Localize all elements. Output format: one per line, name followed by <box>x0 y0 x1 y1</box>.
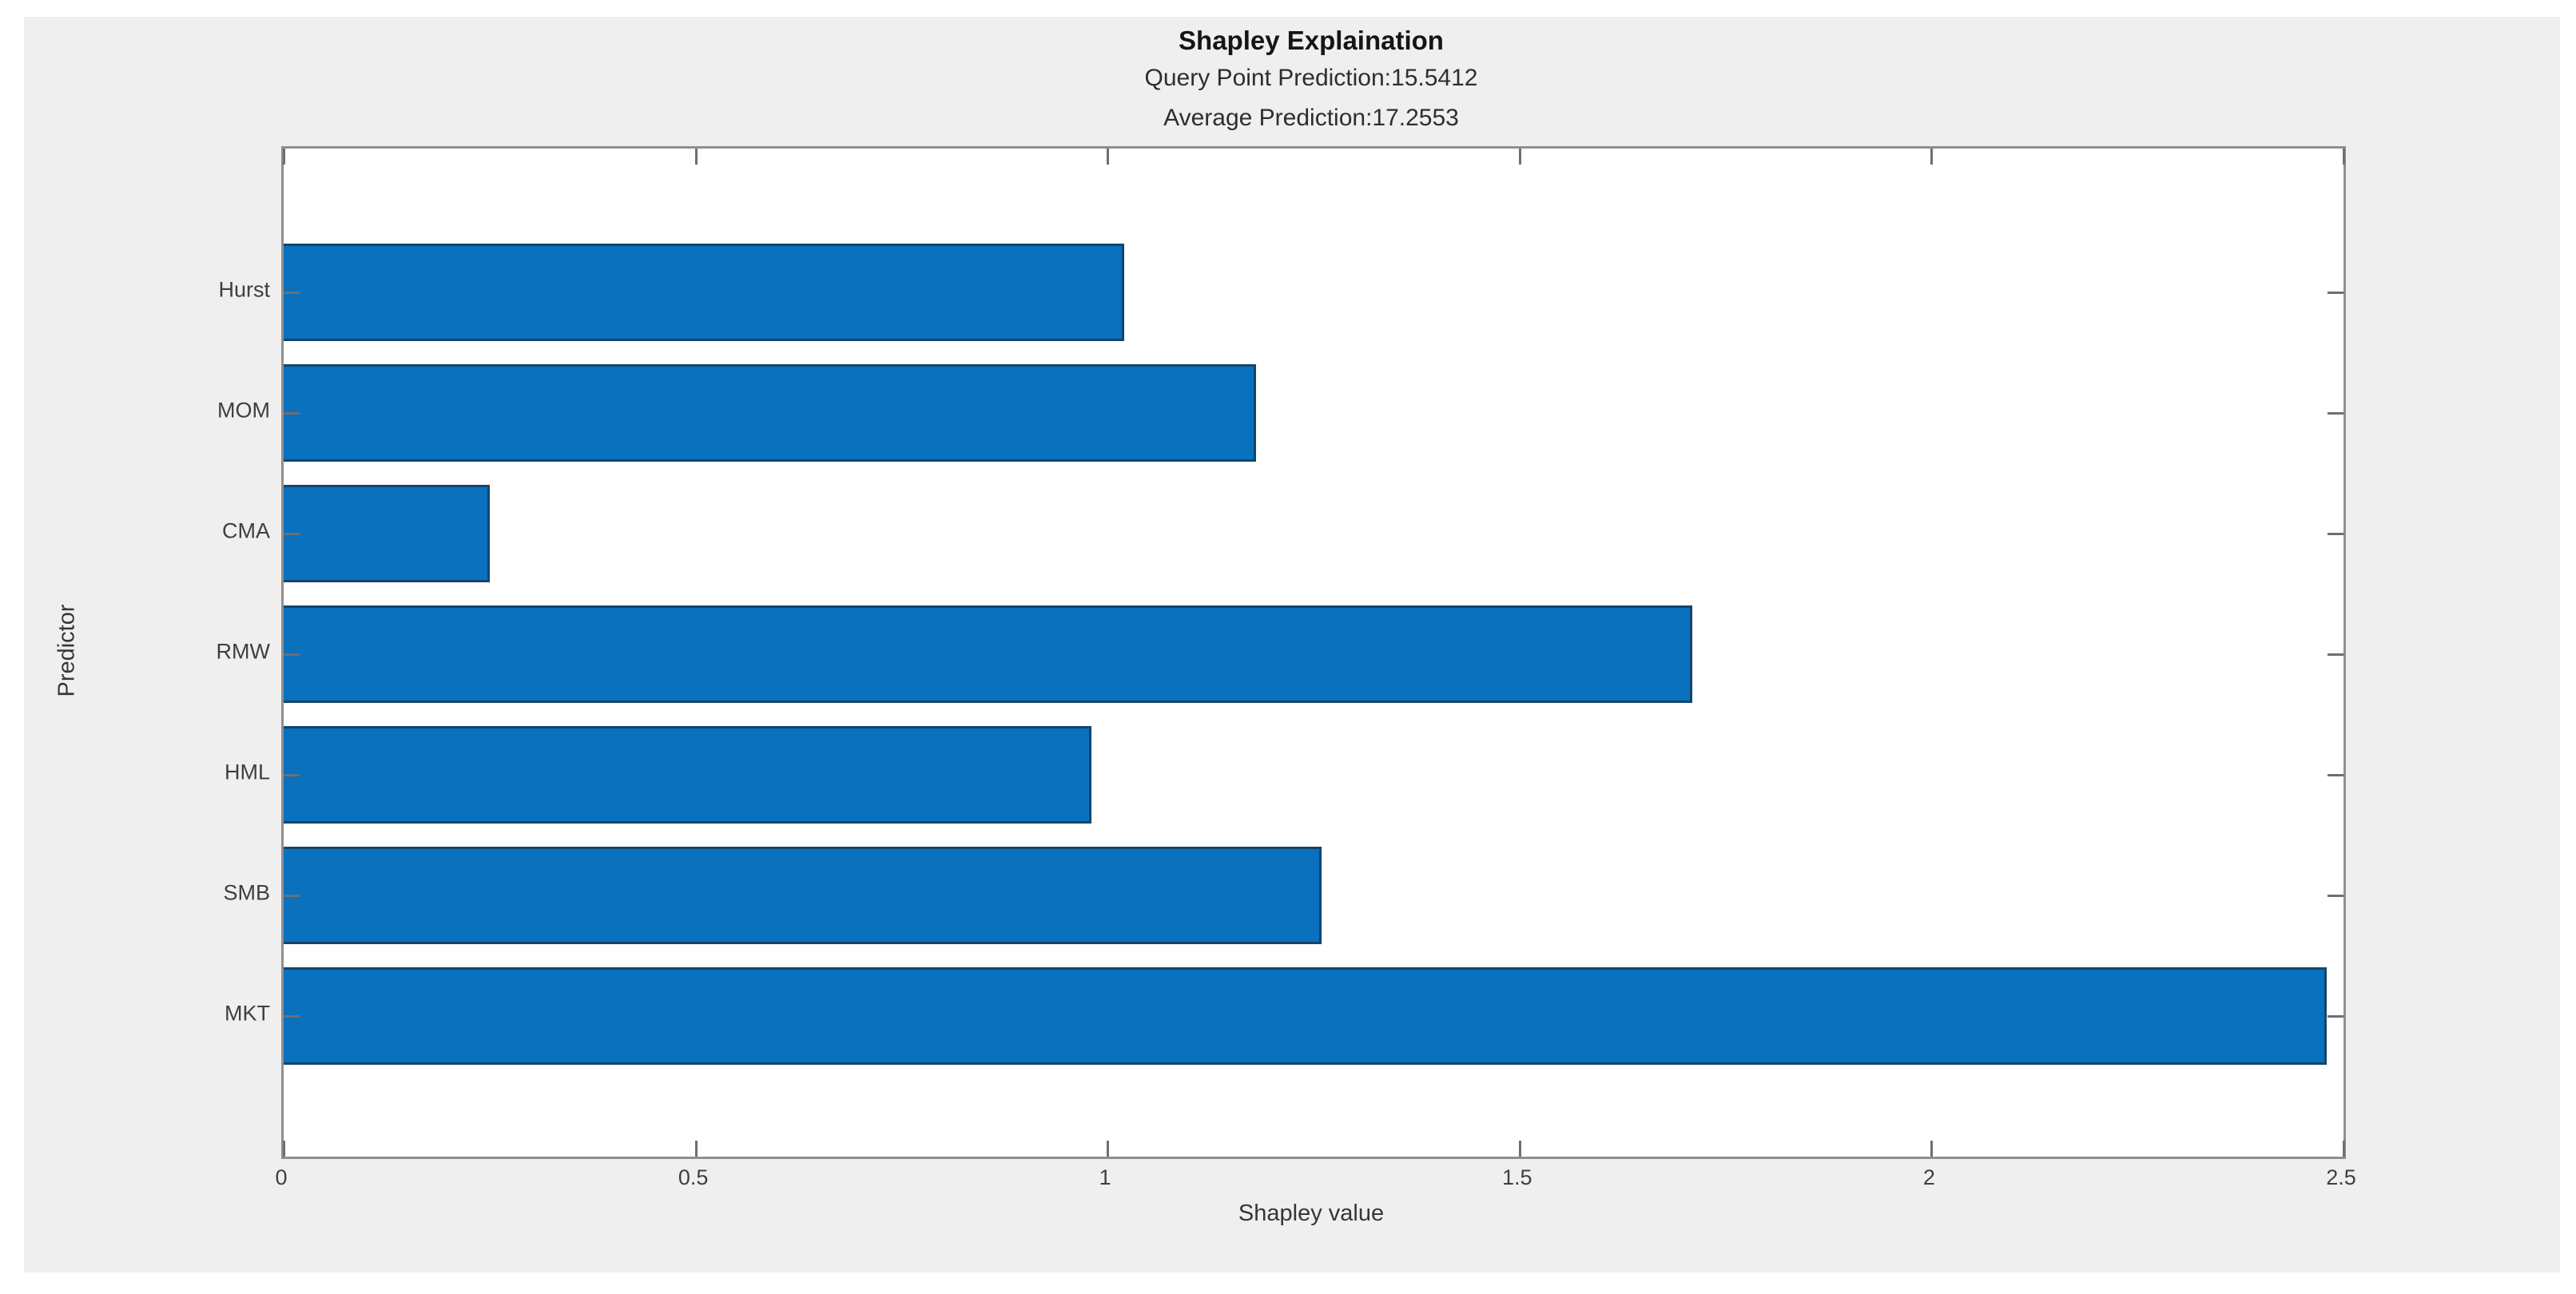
x-tick-bottom <box>283 1141 285 1157</box>
x-tick-bottom <box>1107 1141 1110 1157</box>
y-tick-label-hml: HML <box>224 760 270 784</box>
x-tick-label-0.5: 0.5 <box>678 1165 709 1189</box>
x-tick-top <box>1518 149 1521 165</box>
title-block: Shapley Explaination Query Point Predict… <box>281 23 2341 138</box>
y-tick-right <box>2328 773 2343 776</box>
y-tick-right <box>2328 292 2343 294</box>
y-tick-label-hurst: Hurst <box>218 277 270 302</box>
x-tick-label-2.5: 2.5 <box>2326 1165 2356 1189</box>
bar-smb <box>284 847 1322 944</box>
y-tick-left <box>284 773 300 776</box>
bar-hml <box>284 726 1091 824</box>
y-tick-right <box>2328 653 2343 656</box>
x-tick-label-1: 1 <box>1099 1165 1111 1189</box>
y-tick-label-rmw: RMW <box>216 639 270 664</box>
x-tick-top <box>283 149 285 165</box>
y-tick-right <box>2328 411 2343 415</box>
x-axis-label: Shapley value <box>1238 1201 1385 1226</box>
y-tick-label-mkt: MKT <box>225 1001 270 1026</box>
y-tick-right <box>2328 895 2343 897</box>
x-tick-top <box>694 149 698 165</box>
y-tick-left <box>284 895 300 897</box>
x-tick-bottom <box>2343 1141 2345 1157</box>
bar-cma <box>284 485 490 582</box>
x-tick-label-1.5: 1.5 <box>1502 1165 1532 1189</box>
x-tick-top <box>2343 149 2345 165</box>
y-tick-right <box>2328 533 2343 535</box>
bar-hurst <box>284 244 1124 341</box>
x-tick-bottom <box>694 1141 698 1157</box>
y-tick-right <box>2328 1015 2343 1018</box>
figure-canvas: Shapley Explaination Query Point Predict… <box>24 17 2560 1272</box>
y-tick-left <box>284 292 300 294</box>
y-tick-left <box>284 1015 300 1018</box>
x-tick-bottom <box>1930 1141 1934 1157</box>
chart-subtitle-query-prediction: Query Point Prediction:15.5412 <box>1144 65 1478 91</box>
x-tick-labels: 0 0.5 1 1.5 2 2.5 <box>275 1165 2355 1197</box>
bar-mom <box>284 364 1256 462</box>
y-tick-label-smb: SMB <box>223 880 270 905</box>
y-tick-label-cma: CMA <box>222 518 270 543</box>
bar-mkt <box>284 967 2328 1065</box>
x-tick-top <box>1107 149 1110 165</box>
plot-area <box>281 146 2346 1159</box>
chart-title: Shapley Explaination <box>1179 26 1444 55</box>
x-tick-bottom <box>1518 1141 1521 1157</box>
x-tick-top <box>1930 149 1934 165</box>
y-tick-left <box>284 533 300 535</box>
x-tick-label-0: 0 <box>275 1165 288 1189</box>
y-tick-left <box>284 411 300 415</box>
y-category-labels: Hurst MOM CMA RMW HML SMB MKT <box>24 146 270 1154</box>
chart-subtitle-average-prediction: Average Prediction:17.2553 <box>1163 105 1459 131</box>
y-tick-label-mom: MOM <box>217 398 270 423</box>
x-tick-label-2: 2 <box>1922 1165 1935 1189</box>
bar-rmw <box>284 605 1693 703</box>
y-tick-left <box>284 653 300 656</box>
